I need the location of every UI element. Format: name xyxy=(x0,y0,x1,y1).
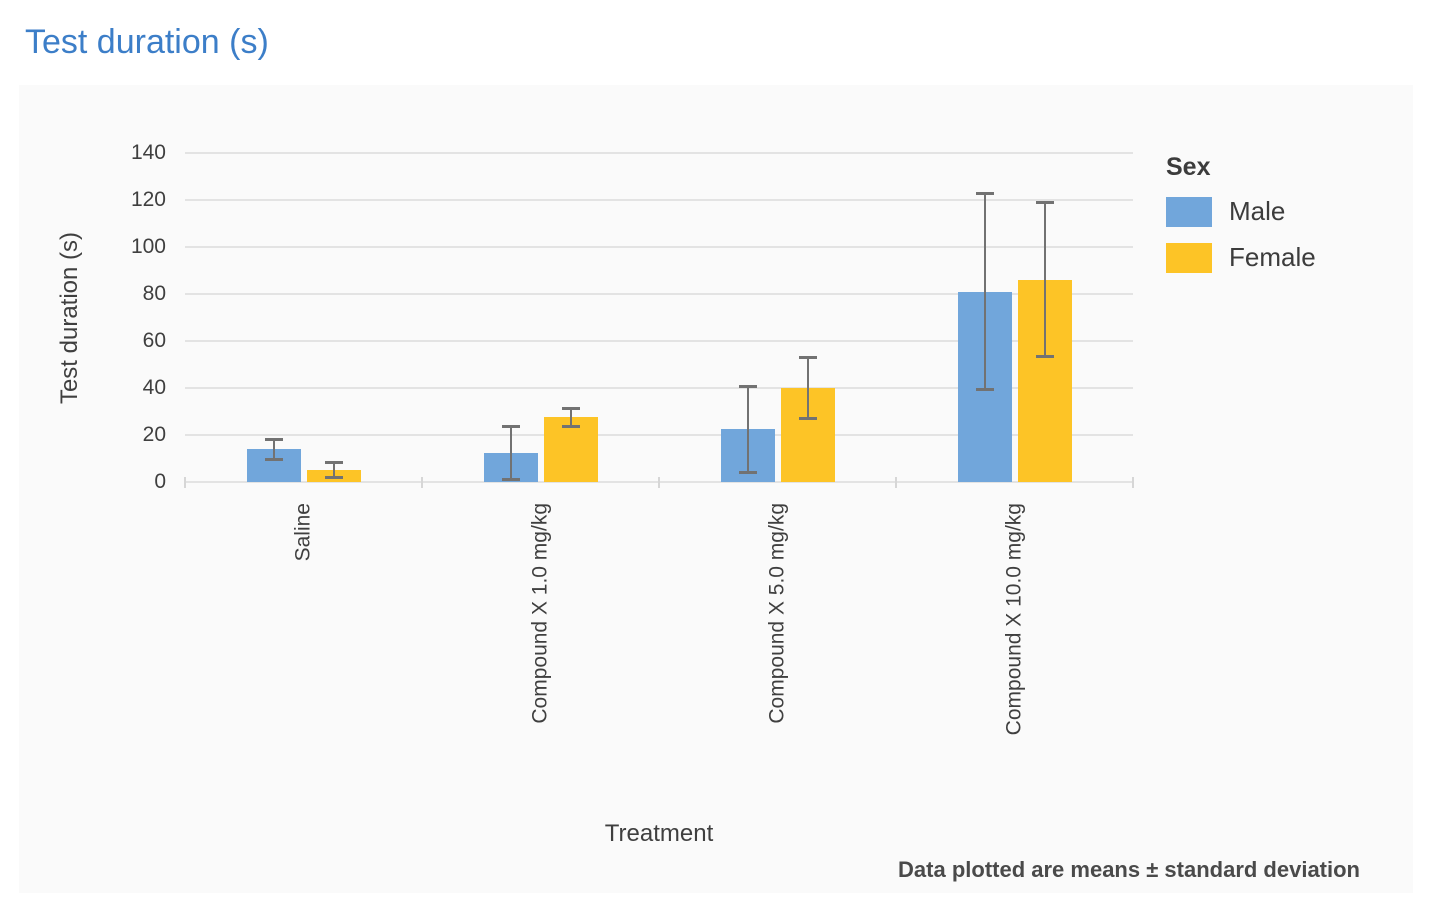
gridline xyxy=(185,340,1133,342)
x-tick-label-text: Compound X 1.0 mg/kg xyxy=(528,503,552,724)
error-bar-cap xyxy=(561,406,580,410)
category-tick xyxy=(184,477,186,488)
gridline xyxy=(185,246,1133,248)
error-bar-cap xyxy=(264,457,283,461)
legend-swatch-female xyxy=(1166,242,1212,273)
error-bar-cap xyxy=(975,388,994,392)
legend-title: Sex xyxy=(1166,153,1211,181)
error-bar-cap xyxy=(738,470,757,474)
error-bar-cap xyxy=(798,416,817,420)
error-bar-cap xyxy=(561,424,580,428)
category-tick xyxy=(1132,477,1134,488)
x-tick-label-text: Saline xyxy=(291,503,315,562)
error-bar-line xyxy=(806,357,809,419)
legend-item-female: Female xyxy=(1166,242,1316,273)
y-tick-label: 40 xyxy=(142,376,166,399)
error-bar-cap xyxy=(264,437,283,441)
error-bar-line xyxy=(746,385,749,473)
legend-items: Male Female xyxy=(1166,196,1316,273)
error-bar-cap xyxy=(501,477,520,481)
error-bar-cap xyxy=(324,476,343,480)
y-axis-title-box: Test duration (s) xyxy=(44,153,96,482)
error-bar-cap xyxy=(324,461,343,465)
error-bar-line xyxy=(569,407,572,427)
error-bar-cap xyxy=(798,356,817,360)
x-tick-label-text: Compound X 5.0 mg/kg xyxy=(765,503,789,724)
plot-area: 0 20 40 60 80 100 120 140 Saline Compound X 1.0 m… xyxy=(131,142,1134,735)
error-bar-cap xyxy=(738,384,757,388)
category-tick xyxy=(421,477,423,488)
gridline xyxy=(185,387,1133,389)
y-tick-label: 80 xyxy=(142,282,166,305)
error-bar-line xyxy=(272,438,275,460)
footnote: Data plotted are means ± standard deviat… xyxy=(898,857,1360,882)
error-bar-line xyxy=(1043,202,1046,358)
error-bar-cap xyxy=(975,191,994,195)
y-tick-label: 0 xyxy=(154,470,166,493)
y-tick-label: 60 xyxy=(142,329,166,352)
y-tick-label: 120 xyxy=(130,188,166,211)
legend: Sex Male Female xyxy=(1166,152,1316,288)
gridline xyxy=(185,293,1133,295)
bar-female-1 xyxy=(543,417,598,482)
y-tick-label: 100 xyxy=(130,235,166,258)
x-axis-title: Treatment xyxy=(604,820,714,847)
category-tick xyxy=(895,477,897,488)
gridline xyxy=(185,434,1133,436)
legend-item-male: Male xyxy=(1166,196,1316,227)
y-axis-title: Test duration (s) xyxy=(56,231,84,404)
x-tick-label-text: Compound X 10.0 mg/kg xyxy=(1002,503,1026,736)
error-bar-cap xyxy=(1035,201,1054,205)
y-tick-label: 20 xyxy=(142,423,166,446)
gridline xyxy=(185,152,1133,154)
legend-swatch-male xyxy=(1166,196,1212,227)
chart-title: Test duration (s) xyxy=(25,23,269,61)
legend-label-male: Male xyxy=(1229,196,1286,226)
error-bar-line xyxy=(509,425,512,480)
error-bar-cap xyxy=(1035,355,1054,359)
error-bar-line xyxy=(983,192,986,391)
category-tick xyxy=(658,477,660,488)
legend-label-female: Female xyxy=(1229,242,1316,272)
y-tick-label: 140 xyxy=(130,141,166,164)
gridline xyxy=(185,199,1133,201)
error-bar-cap xyxy=(501,424,520,428)
error-bar-line xyxy=(332,462,335,479)
